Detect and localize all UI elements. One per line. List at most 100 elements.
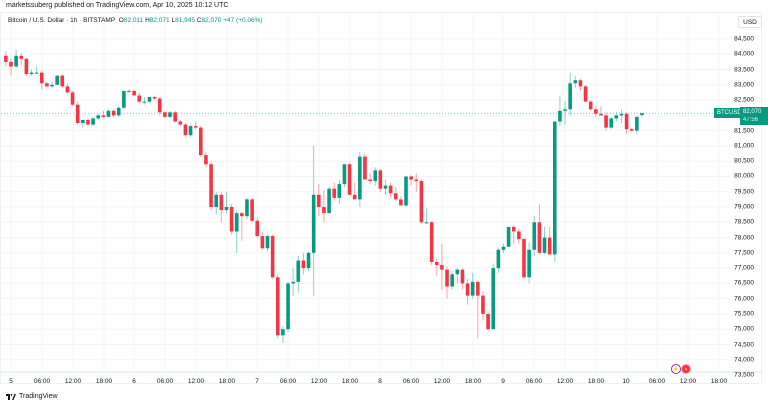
candle[interactable]	[229, 203, 234, 235]
candle[interactable]	[434, 258, 439, 276]
candle[interactable]	[137, 92, 142, 104]
candle[interactable]	[470, 272, 475, 299]
candle[interactable]	[281, 326, 285, 343]
candle[interactable]	[245, 197, 249, 220]
candle[interactable]	[332, 182, 336, 201]
candle[interactable]	[511, 225, 516, 244]
candle[interactable]	[96, 113, 101, 120]
candle[interactable]	[327, 187, 331, 214]
candle[interactable]	[183, 123, 188, 137]
candle[interactable]	[311, 145, 316, 296]
candle[interactable]	[301, 252, 306, 275]
candle[interactable]	[558, 95, 562, 127]
candle[interactable]	[547, 226, 552, 255]
candle[interactable]	[270, 234, 275, 279]
candle[interactable]	[409, 174, 413, 186]
candle[interactable]	[419, 179, 424, 224]
candle[interactable]	[322, 190, 326, 223]
candle[interactable]	[214, 191, 218, 215]
candle[interactable]	[275, 274, 280, 339]
candle[interactable]	[614, 112, 619, 122]
candle[interactable]	[204, 152, 208, 168]
candle[interactable]	[50, 81, 54, 88]
candle[interactable]	[476, 280, 480, 339]
candle[interactable]	[29, 69, 34, 76]
candle[interactable]	[424, 208, 429, 224]
candle[interactable]	[594, 106, 598, 117]
candle[interactable]	[178, 119, 183, 127]
candle[interactable]	[65, 83, 70, 94]
candle[interactable]	[34, 66, 39, 75]
candle[interactable]	[358, 152, 362, 208]
candle[interactable]	[629, 127, 634, 133]
candle[interactable]	[111, 109, 116, 117]
candle[interactable]	[486, 310, 490, 331]
candle[interactable]	[609, 116, 614, 130]
candle[interactable]	[404, 176, 408, 208]
candle[interactable]	[219, 191, 224, 223]
candle[interactable]	[399, 196, 403, 206]
candle[interactable]	[199, 126, 203, 157]
candle[interactable]	[552, 121, 557, 263]
candle[interactable]	[14, 49, 18, 69]
candle[interactable]	[317, 184, 321, 217]
candle[interactable]	[55, 75, 59, 85]
candle[interactable]	[188, 124, 193, 137]
candle[interactable]	[522, 237, 526, 279]
candle[interactable]	[147, 97, 152, 104]
tradingview-logo[interactable]: TradingView	[6, 393, 58, 400]
candle[interactable]	[106, 109, 111, 117]
candle[interactable]	[393, 187, 398, 201]
candle[interactable]	[619, 109, 624, 124]
candle[interactable]	[224, 191, 229, 214]
candle[interactable]	[445, 266, 449, 299]
candle[interactable]	[460, 268, 465, 290]
candle[interactable]	[70, 90, 75, 107]
candle[interactable]	[209, 161, 213, 211]
candle[interactable]	[193, 121, 198, 130]
candle[interactable]	[260, 231, 265, 250]
candle[interactable]	[152, 95, 157, 101]
candle[interactable]	[19, 52, 24, 65]
candle[interactable]	[378, 168, 383, 192]
candle[interactable]	[75, 101, 80, 125]
candle[interactable]	[414, 173, 419, 192]
candle[interactable]	[24, 57, 29, 76]
candle[interactable]	[501, 243, 506, 253]
candle[interactable]	[306, 251, 311, 272]
candle[interactable]	[588, 100, 593, 111]
candle[interactable]	[578, 78, 583, 91]
candle[interactable]	[116, 106, 121, 117]
candle[interactable]	[373, 167, 378, 186]
candle[interactable]	[568, 72, 572, 116]
candle[interactable]	[168, 110, 172, 119]
candle[interactable]	[157, 97, 162, 116]
candle[interactable]	[440, 243, 444, 290]
candle[interactable]	[173, 110, 177, 124]
candle[interactable]	[250, 197, 254, 223]
candle[interactable]	[429, 220, 434, 266]
candle[interactable]	[363, 153, 367, 180]
candle[interactable]	[127, 89, 131, 93]
candle[interactable]	[537, 203, 542, 255]
candle[interactable]	[624, 112, 629, 134]
candle[interactable]	[491, 263, 496, 330]
candle[interactable]	[86, 118, 90, 127]
candle[interactable]	[39, 71, 44, 90]
candle[interactable]	[450, 271, 454, 290]
candle[interactable]	[347, 162, 352, 195]
candle[interactable]	[142, 97, 147, 105]
candle[interactable]	[583, 84, 588, 102]
candle[interactable]	[240, 211, 244, 241]
candle[interactable]	[81, 119, 85, 128]
candle[interactable]	[368, 173, 372, 185]
candle[interactable]	[635, 115, 639, 134]
currency-button[interactable]: USD	[738, 16, 762, 28]
candle[interactable]	[573, 75, 578, 88]
candle[interactable]	[337, 179, 342, 204]
candle[interactable]	[122, 90, 126, 110]
candle[interactable]	[599, 106, 603, 116]
candle[interactable]	[604, 112, 608, 131]
candle[interactable]	[234, 210, 239, 253]
